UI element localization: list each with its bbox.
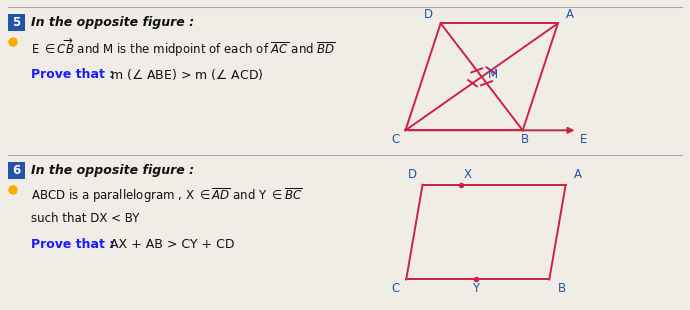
Text: C: C: [392, 133, 400, 146]
Text: Prove that :: Prove that :: [31, 237, 119, 250]
Circle shape: [9, 186, 17, 194]
Text: A: A: [574, 168, 582, 181]
Text: E $\in\overrightarrow{CB}$ and M is the midpoint of each of $\overline{AC}$ and : E $\in\overrightarrow{CB}$ and M is the …: [31, 37, 336, 59]
Text: 6: 6: [12, 164, 21, 177]
Text: A: A: [566, 8, 573, 21]
Text: B: B: [558, 281, 566, 294]
Text: D: D: [424, 8, 433, 21]
Circle shape: [9, 38, 17, 46]
Text: E: E: [580, 133, 587, 146]
Text: In the opposite figure :: In the opposite figure :: [31, 164, 194, 177]
Text: B: B: [521, 133, 529, 146]
Text: Prove that :: Prove that :: [31, 68, 119, 81]
Text: M: M: [489, 68, 498, 81]
Text: X: X: [464, 168, 471, 181]
Text: In the opposite figure :: In the opposite figure :: [31, 16, 194, 29]
FancyBboxPatch shape: [8, 162, 25, 179]
Text: AX + AB > CY + CD: AX + AB > CY + CD: [110, 237, 235, 250]
Text: 5: 5: [12, 16, 21, 29]
Text: Y: Y: [472, 281, 480, 294]
FancyBboxPatch shape: [8, 14, 25, 31]
Text: such that DX < BY: such that DX < BY: [31, 212, 139, 225]
Text: C: C: [392, 281, 400, 294]
Text: D: D: [408, 168, 417, 181]
Text: m ($\angle$ ABE) > m ($\angle$ ACD): m ($\angle$ ABE) > m ($\angle$ ACD): [110, 67, 264, 82]
Text: ABCD is a parallelogram , X $\in\overline{AD}$ and Y $\in\overline{BC}$: ABCD is a parallelogram , X $\in\overlin…: [31, 187, 302, 206]
